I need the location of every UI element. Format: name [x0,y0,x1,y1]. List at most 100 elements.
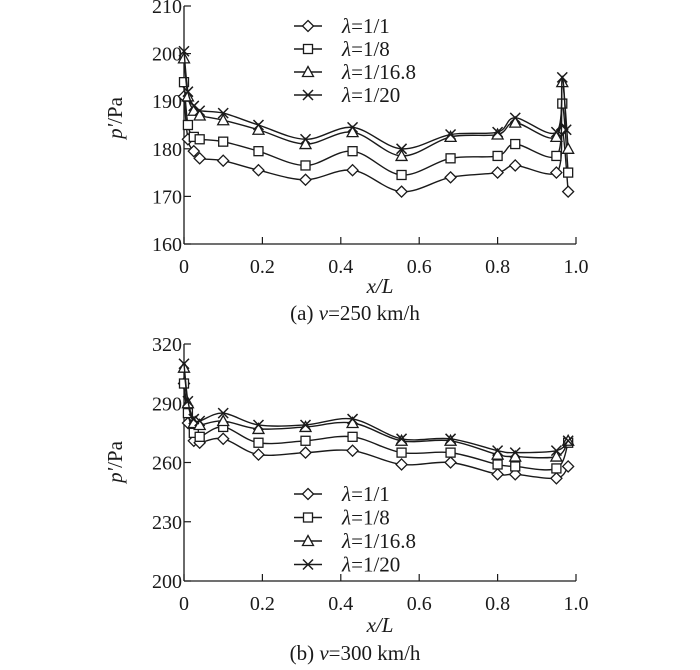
data-point [549,166,563,180]
legend-marker [302,89,314,101]
x-tick-label: 0.6 [407,593,432,615]
data-point [218,136,229,147]
data-point [492,445,504,457]
data-point [445,153,456,164]
data-point [216,154,230,168]
x-tick-label: 0.2 [250,256,275,278]
data-point [445,447,456,458]
data-point [298,137,313,150]
data-point [217,407,229,419]
data-point [563,167,574,178]
legend-marker [302,558,314,571]
x-tick-label: 0 [179,593,189,615]
panel-caption: (b) v=300 km/h [290,641,421,665]
x-tick-label: 1.0 [564,256,589,278]
data-point [182,395,194,407]
y-tick-label: 260 [152,453,182,475]
data-point [508,159,522,172]
data-point [299,173,312,187]
data-point [188,413,200,425]
panel-caption: (a) v=250 km/h [290,301,420,325]
x-axis-label: x/L [366,274,394,298]
data-point [182,86,194,98]
data-point [252,448,265,462]
legend-label: λ=1/16.8 [341,529,416,553]
data-point [193,108,207,121]
legend: λ=1/1λ=1/8λ=1/16.8λ=1/20 [294,14,416,107]
data-point [492,126,504,138]
x-tick-label: 1.0 [564,593,589,615]
data-point [216,414,230,427]
legend-label: λ=1/20 [341,553,400,577]
data-point [445,433,457,445]
data-point [550,445,562,457]
data-point [394,149,409,162]
legend-marker [302,512,314,523]
data-point [252,119,265,131]
legend: λ=1/1λ=1/8λ=1/16.8λ=1/20 [294,482,416,577]
data-point [551,150,562,162]
data-point [181,89,195,102]
data-point [194,415,206,427]
data-point [394,433,409,446]
y-tick-label: 160 [152,234,182,256]
x-tick-label: 0.2 [250,593,275,615]
data-point [509,447,521,459]
data-point [396,169,407,181]
data-point [178,45,190,57]
y-tick-label: 180 [152,139,182,161]
data-point [550,126,562,138]
data-point [345,125,360,138]
data-point [299,419,312,431]
legend-marker [302,43,314,55]
y-tick-label: 190 [152,91,182,113]
y-tick-label: 290 [152,393,182,415]
data-point [251,122,266,135]
data-point [395,458,408,471]
x-tick-label: 0.6 [407,256,432,278]
legend-label: λ=1/20 [341,83,400,107]
data-point [182,119,194,131]
legend-marker [301,19,315,33]
data-point [510,461,521,472]
data-point [252,419,265,431]
data-point [396,143,408,155]
series-cross [178,358,574,459]
data-point [444,170,457,184]
data-point [178,77,190,88]
data-point [510,138,521,150]
data-point [178,358,190,370]
y-tick-label: 320 [152,334,182,356]
data-point [551,463,562,474]
data-point [216,432,230,446]
data-point [561,141,575,154]
y-tick-label: 170 [152,186,182,208]
data-point [396,447,407,458]
data-point [252,163,265,177]
legend-marker [301,534,315,547]
data-point [445,128,457,141]
data-point [193,151,207,165]
x-tick-label: 0.8 [485,256,510,278]
chart-panel-a: 0 0.2 0.4 0.6 0.8 1.0 160 170 180 190 200 210 x/L p'/… [103,0,589,325]
series-diamond [177,377,575,485]
data-point [508,115,522,128]
data-point [253,146,264,157]
data-point [188,100,200,112]
x-tick-label: 0.8 [485,593,510,615]
data-point [347,413,359,425]
y-tick-label: 230 [152,512,182,534]
legend-label: λ=1/1 [341,482,390,506]
data-point [444,456,457,469]
data-point [491,467,505,481]
data-point [562,435,574,447]
data-point [556,71,568,83]
data-point [561,185,575,199]
legend-marker [301,65,315,78]
data-point [253,437,264,448]
legend-marker [301,487,315,501]
data-point [178,378,190,389]
data-point [194,431,205,442]
data-point [396,433,408,445]
